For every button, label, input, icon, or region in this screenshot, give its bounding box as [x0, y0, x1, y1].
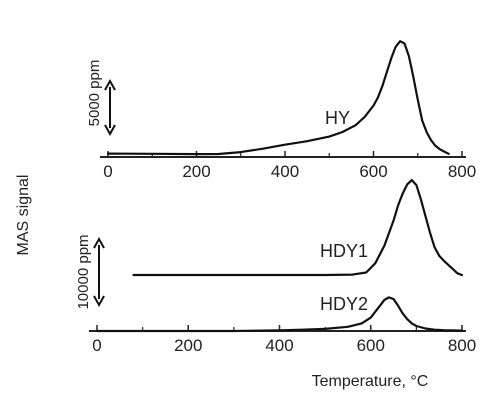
series-line-hdy1	[132, 179, 464, 277]
bottom-x-tick-label: 400	[265, 336, 293, 355]
series-label-hdy1: HDY1	[320, 241, 368, 261]
top-x-tick-label: 600	[359, 162, 387, 181]
series-label-hdy2: HDY2	[320, 294, 368, 314]
top-scale-bar-label: 5000 ppm	[86, 60, 103, 127]
top-x-tick-label: 200	[182, 162, 210, 181]
series-label-hy: HY	[325, 108, 350, 128]
series-line-hdy2	[95, 296, 464, 333]
y-axis-label: MAS signal	[15, 175, 32, 256]
top-scale-bar-arrow-up-icon	[104, 78, 116, 91]
top-scale-bar-arrow-down-icon	[104, 124, 116, 137]
bottom-x-tick-label: 0	[92, 336, 101, 355]
panel-top: 0 200 400 600 800 5000 ppm HY	[86, 40, 476, 181]
panel-bottom: 0 200 400 600 800 10000 ppm HDY1 HDY2	[75, 179, 476, 355]
x-axis-label: Temperature, °C	[312, 373, 429, 390]
bottom-x-tick-label: 800	[448, 336, 476, 355]
bottom-x-tick-label: 200	[174, 336, 202, 355]
bottom-x-tick-label: 600	[357, 336, 385, 355]
top-x-tick-label: 400	[271, 162, 299, 181]
top-x-tick-label: 0	[103, 162, 112, 181]
bottom-scale-bar-arrow-down-icon	[93, 295, 105, 308]
bottom-scale-bar-label: 10000 ppm	[75, 234, 92, 309]
series-line-hy	[106, 40, 450, 156]
bottom-scale-bar-arrow-up-icon	[93, 236, 105, 249]
top-x-tick-label: 800	[448, 162, 476, 181]
